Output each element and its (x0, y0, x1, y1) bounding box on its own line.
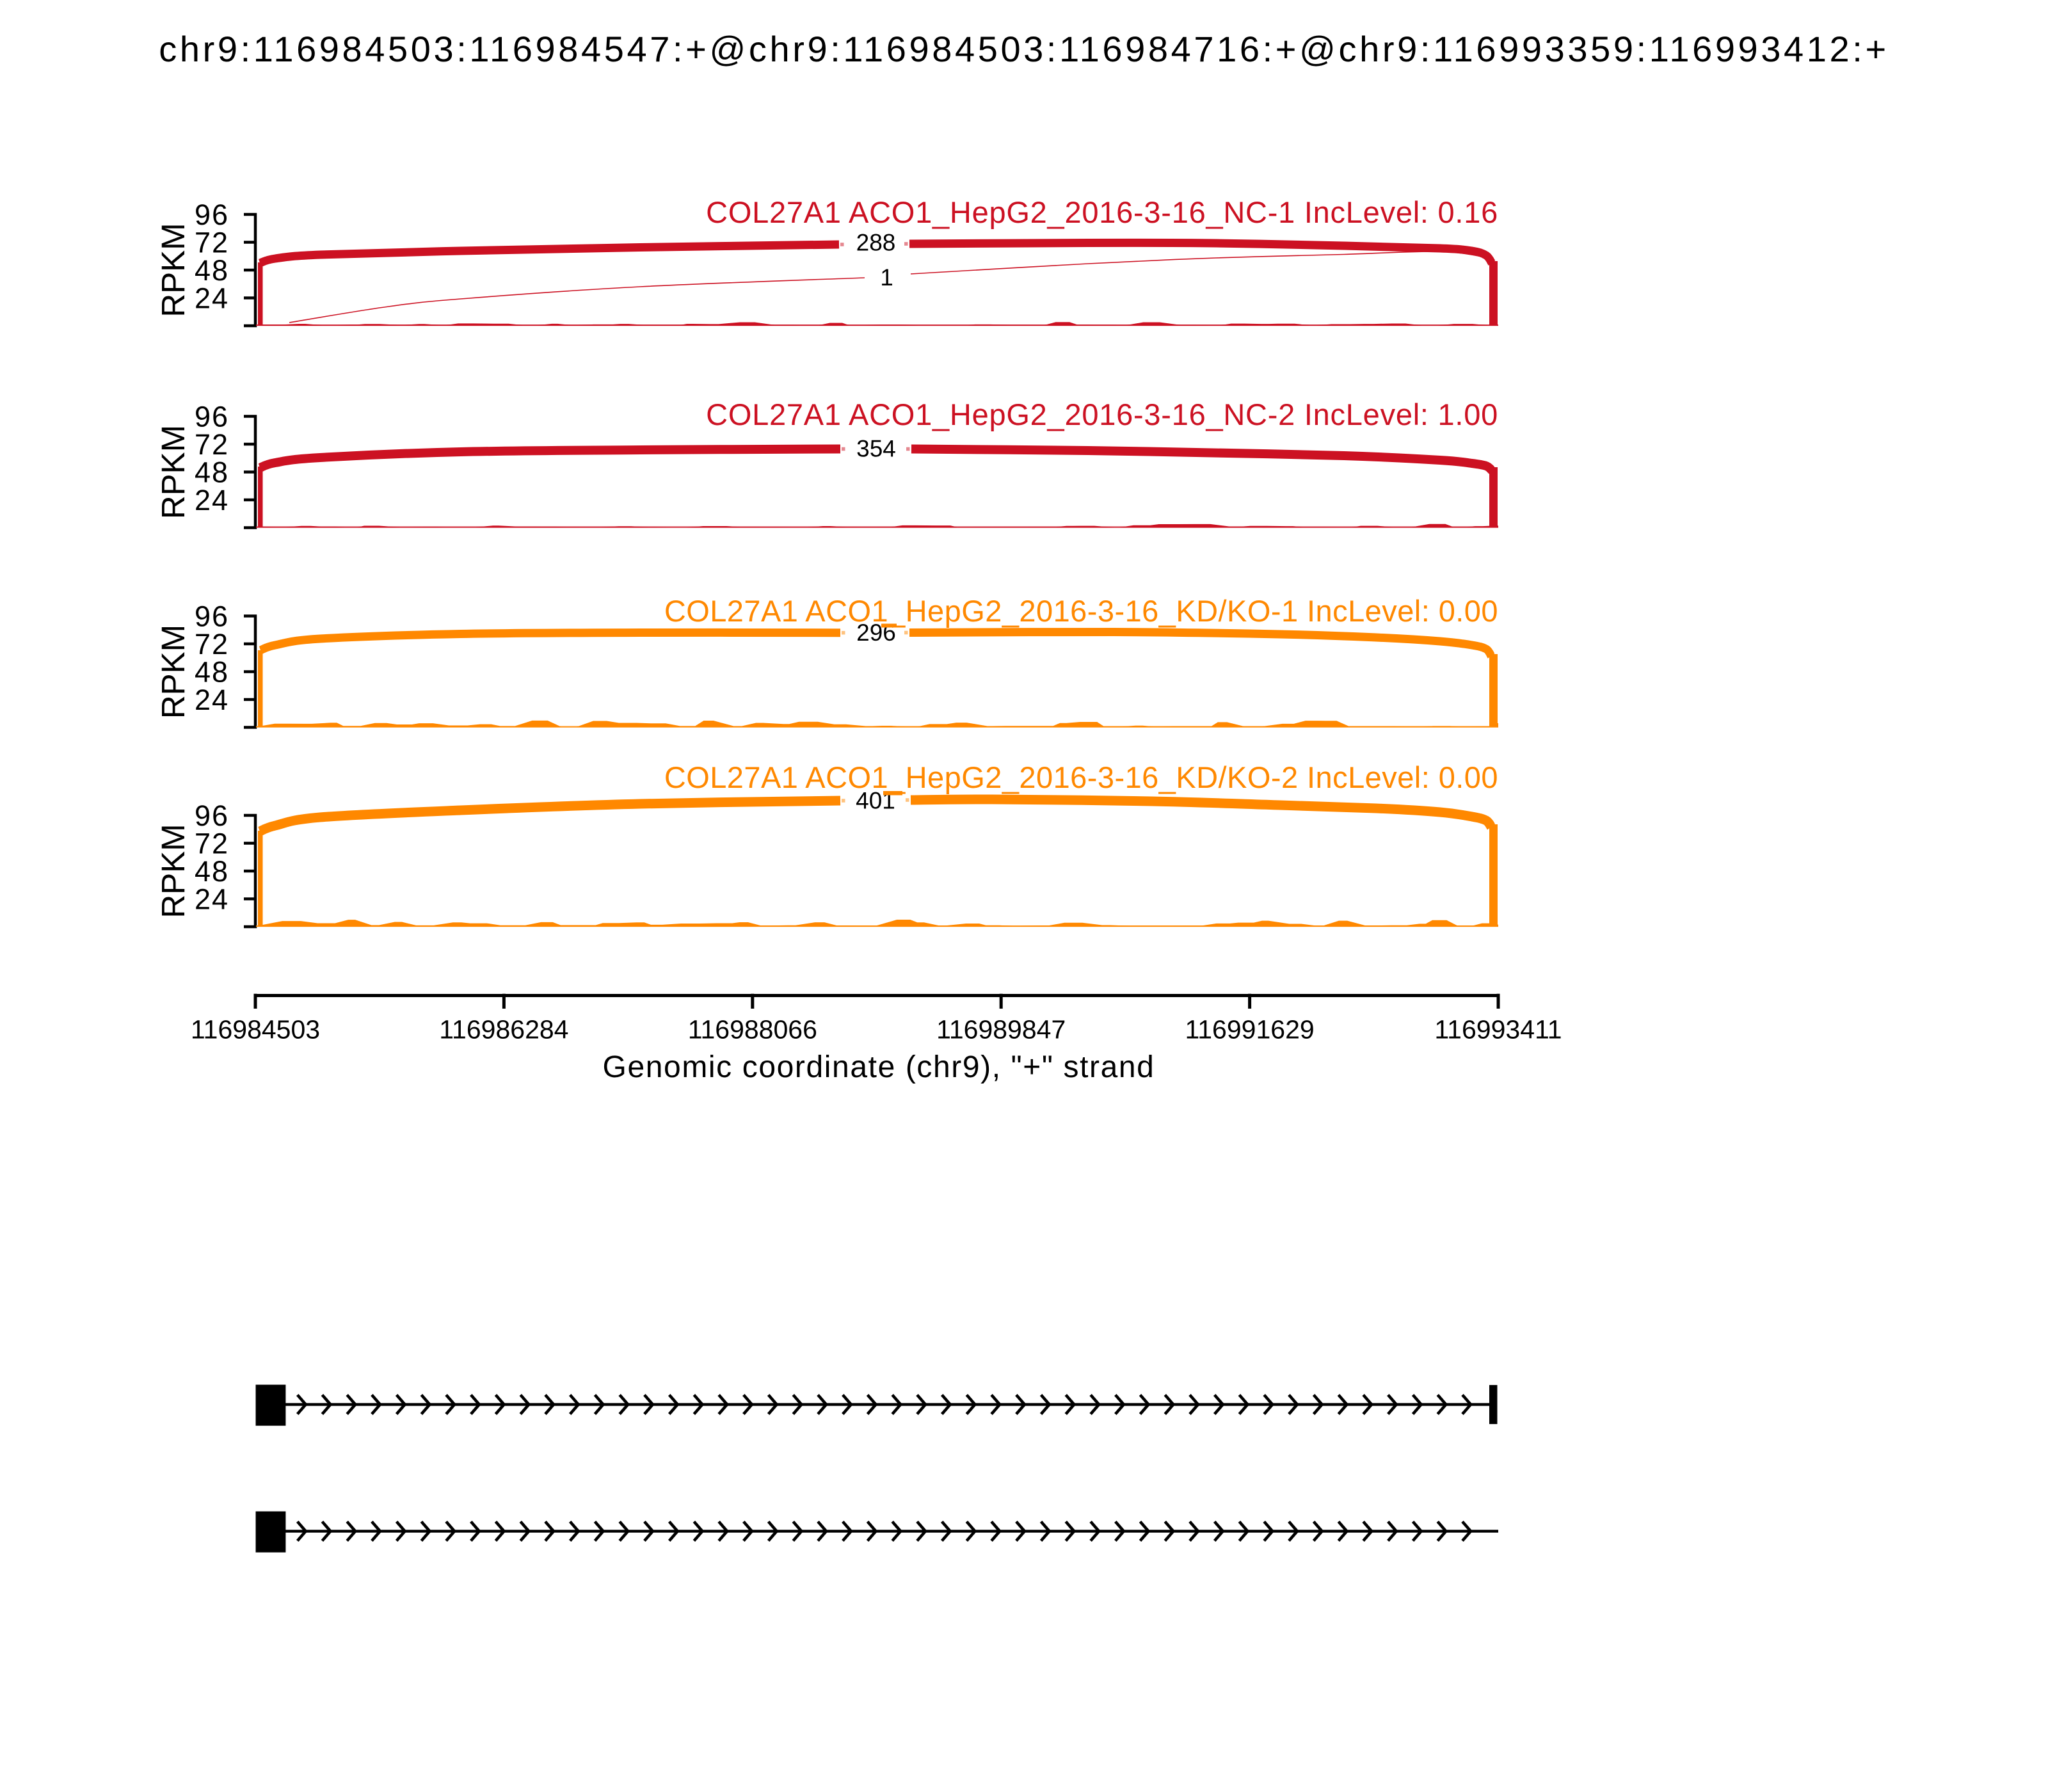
svg-text:96: 96 (195, 401, 229, 433)
svg-text:24: 24 (195, 883, 229, 916)
svg-text:72: 72 (195, 828, 229, 860)
svg-text:RPKM: RPKM (155, 425, 191, 519)
svg-text:116988066: 116988066 (688, 1015, 817, 1044)
svg-text:COL27A1 ACO1_HepG2_2016-3-16_K: COL27A1 ACO1_HepG2_2016-3-16_KD/KO-2 Inc… (664, 760, 1498, 794)
svg-text:116993411: 116993411 (1434, 1015, 1562, 1044)
svg-text:354: 354 (856, 436, 896, 462)
svg-text:48: 48 (195, 656, 229, 689)
svg-text:96: 96 (195, 600, 229, 633)
svg-text:RPKM: RPKM (155, 824, 191, 918)
svg-text:288: 288 (856, 230, 896, 256)
svg-text:24: 24 (195, 684, 229, 716)
svg-text:72: 72 (195, 428, 229, 461)
svg-text:48: 48 (195, 254, 229, 287)
svg-text:48: 48 (195, 456, 229, 489)
svg-text:116989847: 116989847 (936, 1015, 1066, 1044)
svg-text:RPKM: RPKM (155, 223, 191, 317)
svg-text:COL27A1 ACO1_HepG2_2016-3-16_N: COL27A1 ACO1_HepG2_2016-3-16_NC-1 IncLev… (706, 195, 1498, 229)
svg-text:COL27A1 ACO1_HepG2_2016-3-16_N: COL27A1 ACO1_HepG2_2016-3-16_NC-2 IncLev… (706, 397, 1498, 431)
svg-text:chr9:116984503:116984547:+@chr: chr9:116984503:116984547:+@chr9:11698450… (159, 29, 1889, 69)
svg-text:296: 296 (856, 620, 896, 646)
svg-text:72: 72 (195, 628, 229, 660)
svg-text:24: 24 (195, 282, 229, 315)
svg-text:1: 1 (880, 264, 893, 291)
svg-text:RPKM: RPKM (155, 625, 191, 719)
svg-text:116984503: 116984503 (191, 1015, 320, 1044)
svg-text:COL27A1 ACO1_HepG2_2016-3-16_K: COL27A1 ACO1_HepG2_2016-3-16_KD/KO-1 Inc… (664, 594, 1498, 628)
svg-text:96: 96 (195, 799, 229, 832)
svg-text:24: 24 (195, 484, 229, 516)
svg-text:96: 96 (195, 198, 229, 231)
svg-text:116986284: 116986284 (439, 1015, 568, 1044)
svg-text:116991629: 116991629 (1185, 1015, 1315, 1044)
svg-text:Genomic coordinate (chr9), "+": Genomic coordinate (chr9), "+" strand (603, 1050, 1155, 1084)
svg-text:72: 72 (195, 227, 229, 259)
svg-text:48: 48 (195, 855, 229, 888)
